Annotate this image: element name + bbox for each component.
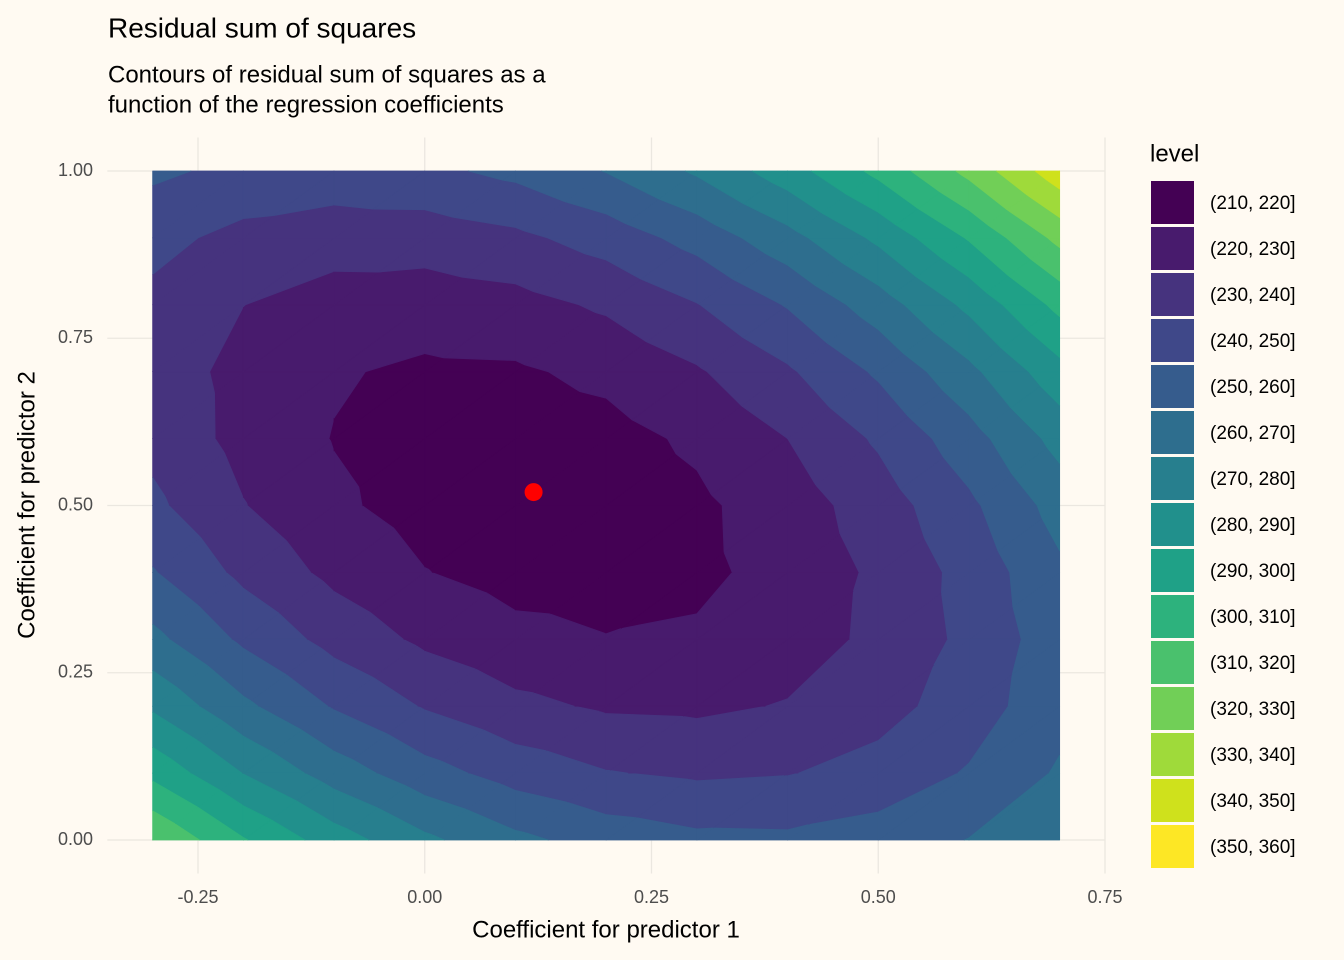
overlay: -0.25 0.00 0.25 0.50 0.75 0.00 0.25 0.50 0.75 1.0… — [58, 160, 1296, 907]
x-tick-label: -0.25 — [177, 887, 218, 907]
legend-label: (240, 250] — [1210, 331, 1296, 352]
legend-label: (290, 300] — [1210, 561, 1296, 582]
legend-swatch — [1151, 365, 1194, 408]
contour-band — [751, 170, 788, 183]
contour-band — [605, 170, 693, 200]
contour-band — [152, 670, 178, 707]
contour-band — [333, 170, 426, 210]
legend-label: (280, 290] — [1210, 515, 1296, 536]
x-axis-label: Coefficient for predictor 1 — [472, 916, 740, 943]
contours — [152, 170, 1061, 841]
contour-band — [515, 829, 526, 841]
y-tick-label: 0.50 — [58, 494, 93, 514]
contour-band — [424, 831, 433, 841]
legend-label: (300, 310] — [1210, 607, 1296, 628]
contour-band — [424, 170, 504, 218]
legend-swatch — [1151, 503, 1194, 546]
contour-band — [863, 170, 879, 177]
contour-band — [333, 657, 374, 707]
chart-title: Residual sum of squares — [108, 12, 416, 43]
minimum-point — [524, 483, 543, 502]
legend-swatch — [1151, 595, 1194, 638]
contour-band — [696, 827, 714, 841]
legend-swatch — [1151, 687, 1194, 730]
legend-swatch — [1151, 181, 1194, 224]
contour-band — [515, 689, 534, 707]
legend-title: level — [1150, 140, 1199, 167]
y-tick-label: 0.25 — [58, 662, 93, 682]
contour-band — [333, 822, 349, 841]
contour-band — [424, 754, 442, 774]
contour-band — [515, 744, 547, 774]
y-tick-label: 0.00 — [58, 829, 93, 849]
contour-band — [601, 170, 607, 173]
legend-swatch — [1151, 779, 1194, 822]
legend-label: (340, 350] — [1210, 791, 1296, 812]
contour-band — [424, 567, 430, 573]
contour-band — [955, 170, 970, 177]
contour-band — [605, 769, 611, 774]
contour-band — [515, 170, 605, 203]
contour-band — [242, 735, 273, 774]
legend-swatch — [1151, 319, 1194, 362]
legend-swatch — [1151, 825, 1194, 868]
legend-label: (230, 240] — [1210, 285, 1296, 306]
contour-band — [242, 695, 252, 707]
contour-band — [605, 628, 622, 640]
x-tick-label: 0.25 — [634, 887, 669, 907]
legend-label: (330, 340] — [1210, 745, 1296, 766]
contour-band — [152, 476, 166, 506]
contour-band — [877, 170, 941, 209]
contour-band — [152, 747, 172, 774]
legend-swatch — [1151, 549, 1194, 592]
contour-band — [787, 824, 809, 841]
x-tick-label: 0.75 — [1087, 887, 1122, 907]
legend-label: (250, 260] — [1210, 377, 1296, 398]
legend-swatch — [1151, 411, 1194, 454]
contour-band — [787, 170, 847, 214]
x-tick-label: 0.50 — [861, 887, 896, 907]
chart-subtitle: Contours of residual sum of squares as a — [108, 61, 546, 88]
contour-band — [152, 810, 176, 841]
contour-band — [152, 566, 157, 573]
legend-swatch — [1151, 457, 1194, 500]
contour-band — [605, 814, 637, 841]
contour-band — [242, 497, 248, 506]
y-axis-label: Coefficient for predictor 2 — [13, 371, 40, 639]
contour-band — [333, 750, 353, 774]
contour-band — [1048, 754, 1061, 774]
chart-subtitle: function of the regression coefficients — [108, 91, 504, 118]
contour-band — [696, 170, 773, 205]
contour-band — [242, 587, 280, 640]
legend-swatch — [1151, 641, 1194, 684]
contour-band — [333, 450, 360, 506]
legend-swatch — [1151, 227, 1194, 270]
x-tick-label: 0.00 — [407, 887, 442, 907]
contour-band — [1034, 170, 1061, 181]
y-tick-label: 0.75 — [58, 327, 93, 347]
legend-label: (270, 280] — [1210, 469, 1296, 490]
contour-band — [515, 610, 551, 640]
legend-label: (350, 360] — [1210, 837, 1296, 858]
legend-label: (310, 320] — [1210, 653, 1296, 674]
contour-band — [968, 170, 1028, 211]
legend-label: (320, 330] — [1210, 699, 1296, 720]
legend-label: (210, 220] — [1210, 193, 1296, 214]
contour-band — [152, 623, 163, 640]
y-tick-label: 1.00 — [58, 160, 93, 180]
contour-band — [684, 170, 698, 175]
contour-band — [467, 170, 516, 181]
contour-band — [152, 170, 192, 186]
contour-band — [424, 650, 476, 707]
legend-label: (220, 230] — [1210, 239, 1296, 260]
legend-label: (260, 270] — [1210, 423, 1296, 444]
legend-swatch — [1151, 273, 1194, 316]
contour-band — [242, 837, 246, 841]
contour-band — [242, 170, 335, 220]
contour-band — [333, 591, 371, 640]
legend-swatch — [1151, 733, 1194, 776]
